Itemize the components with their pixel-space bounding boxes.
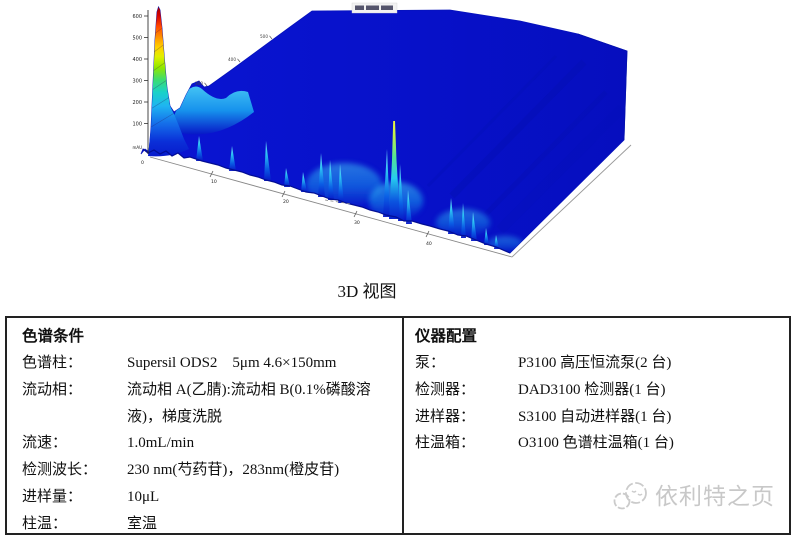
table-row: 色谱柱： Supersil ODS2 5μm 4.6×150mm [22,350,394,377]
chromatography-conditions-cell: 色谱条件 色谱柱： Supersil ODS2 5μm 4.6×150mm 流动… [7,318,404,533]
figure-3d-plot: 600 500 400 300 200 100 mAU 0 10 20 30 4… [132,2,632,258]
row-label: 柱温箱： [415,435,476,452]
x-tick-label: 10 [211,179,217,185]
z-tick-label: 300 [132,79,142,85]
row-label: 检测波长： [22,462,98,479]
table-row: 柱温： 室温 [22,511,394,533]
surface-streaks [426,54,626,234]
wechat-logo-icon [613,482,647,510]
z-tick-label: 600 [132,14,142,20]
conditions-table: 色谱条件 色谱柱： Supersil ODS2 5μm 4.6×150mm 流动… [5,316,791,535]
main-peak-spike [389,121,400,219]
time-axis: 0 10 20 30 40 [141,144,632,258]
chromatogram-3d-svg: 600 500 400 300 200 100 mAU 0 10 20 30 4… [132,2,632,258]
x-tick-label: 20 [283,199,289,205]
row-label: 流动相： [22,381,83,398]
table-row: 流动相： 流动相 A(乙腈):流动相 B(0.1%磷酸溶液)，梯度洗脱 [22,377,394,431]
row-label: 进样器： [415,408,476,425]
z-tick-label: 100 [132,122,142,128]
z-tick-label: 500 [132,36,142,42]
table-row: 进样器： S3100 自动进样器(1 台) [415,404,781,431]
row-value: 230 nm(芍药苷)，283nm(橙皮苷) [127,462,340,479]
z-axis-unit: mAU [132,145,142,150]
row-value: 室温 [127,515,158,532]
z-tick-label: 200 [132,100,142,106]
left-column-header: 色谱条件 [22,328,85,345]
surface-right-edge [577,33,628,141]
row-value: O3100 色谱柱温箱(1 台) [518,435,674,452]
x-tick-label: 0 [141,160,144,166]
row-label: 色谱柱： [22,355,83,371]
table-row: 检测波长： 230 nm(芍药苷)，283nm(橙皮苷) [22,457,394,484]
z-tick-label: 400 [132,57,142,63]
x-tick-label: 30 [354,220,360,226]
row-label: 检测器： [415,381,476,398]
right-baseline [511,144,632,258]
wl-tick-label: 400 [228,57,236,62]
row-value: P3100 高压恒流泵(2 台) [518,355,672,371]
z-axis: 600 500 400 300 200 100 mAU [132,10,149,154]
row-label: 泵： [415,355,446,371]
wavelength-axis: 300 400 500 [195,34,273,87]
watermark: 依利特之页 [612,477,775,511]
front-edge-rim [142,148,511,254]
instrument-config-cell: 仪器配置 泵： P3100 高压恒流泵(2 台) 检测器： DAD3100 检测… [404,318,789,533]
row-value: DAD3100 检测器(1 台) [518,381,666,398]
row-label: 柱温： [22,515,68,532]
table-row: 柱温箱： O3100 色谱柱温箱(1 台) [415,430,781,457]
row-label: 进样量： [22,488,83,505]
minor-peaks [196,136,499,249]
wl-tick-label: 300 [195,81,203,86]
table-row: 检测器： DAD3100 检测器(1 台) [415,377,781,404]
wl-tick-label: 500 [260,34,268,39]
watermark-text: 依利特之页 [655,484,775,509]
table-row: 泵： P3100 高压恒流泵(2 台) [415,350,781,377]
table-row: 进样量： 10μL [22,484,394,511]
row-value: Supersil ODS2 5μm 4.6×150mm [127,355,337,371]
plot-corner-chip [351,2,398,14]
row-value: 1.0mL/min [127,435,195,452]
row-value: 流动相 A(乙腈):流动相 B(0.1%磷酸溶液)，梯度洗脱 [127,381,371,425]
row-value: 10μL [127,488,160,505]
table-row: 流速： 1.0mL/min [22,430,394,457]
row-value: S3100 自动进样器(1 台) [518,408,672,425]
right-column-header: 仪器配置 [415,328,478,345]
x-tick-label: 40 [426,241,432,247]
row-label: 流速： [22,435,68,452]
figure-caption: 3D 视图 [337,282,397,301]
